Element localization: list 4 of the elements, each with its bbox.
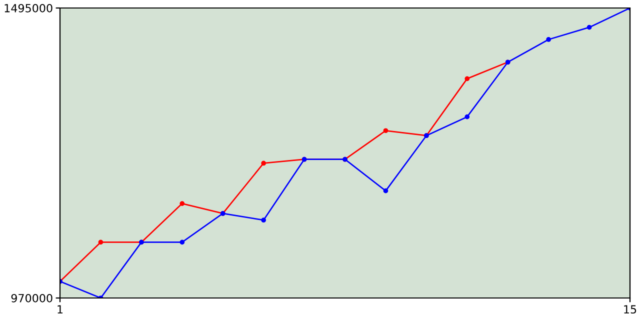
x-tick-label: 15	[624, 305, 636, 314]
x-tick-label: 1	[58, 305, 63, 314]
y-tick-label: 970000	[11, 294, 52, 302]
y-tick-label: 1495000	[4, 4, 52, 12]
